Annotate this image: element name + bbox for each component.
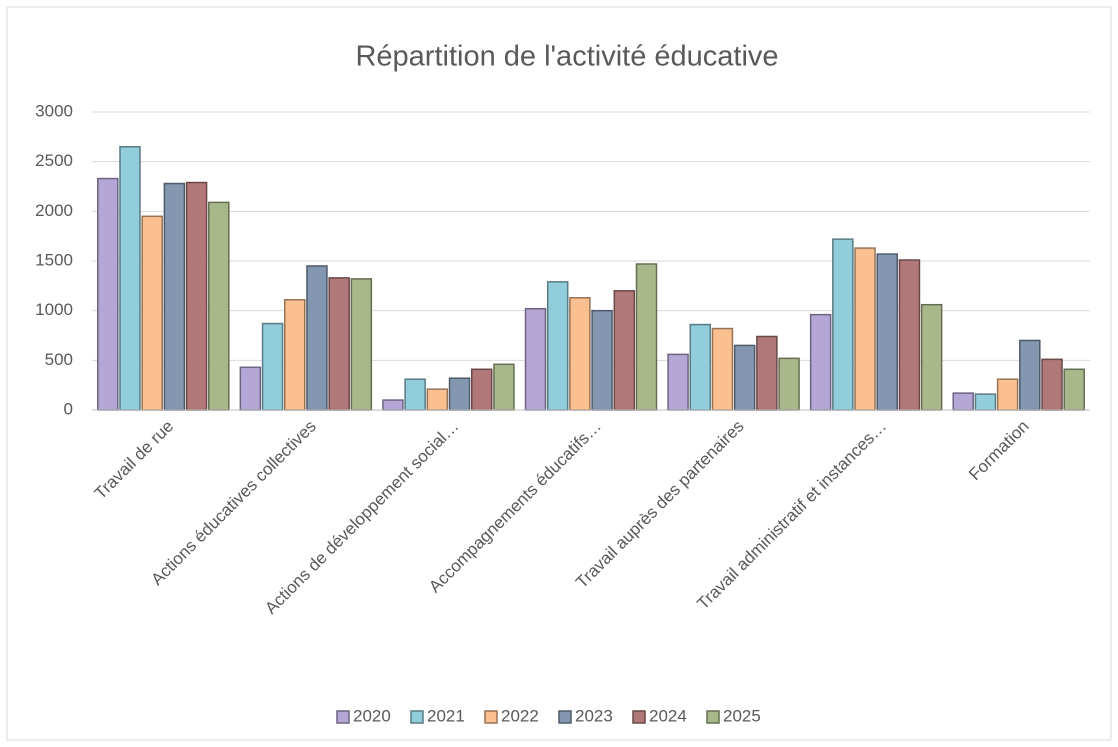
y-tick-label: 0	[64, 399, 73, 418]
bar	[809, 313, 832, 411]
bar	[733, 344, 756, 411]
bar	[974, 393, 997, 411]
bar	[328, 277, 350, 411]
bar	[996, 378, 1019, 411]
y-tick-label: 2000	[35, 201, 73, 220]
bar	[208, 201, 230, 411]
bar	[876, 253, 898, 411]
bar	[711, 327, 734, 411]
chart-title: Répartition de l'activité éducative	[355, 41, 778, 73]
bar	[1041, 358, 1063, 411]
legend-swatch	[484, 710, 498, 724]
y-tick-label: 1500	[35, 250, 73, 269]
y-tick-label: 3000	[35, 101, 73, 120]
bar	[1063, 368, 1085, 411]
bar	[350, 278, 373, 411]
bar	[898, 259, 921, 411]
bar	[382, 399, 404, 411]
bar	[756, 335, 778, 411]
legend-label: 2020	[353, 706, 391, 725]
y-tick-label: 2500	[35, 151, 73, 170]
bar	[493, 363, 515, 411]
legend-label: 2022	[501, 706, 539, 725]
bar	[404, 378, 426, 411]
bar	[97, 177, 119, 411]
bar	[952, 392, 974, 411]
legend-label: 2024	[649, 706, 687, 725]
bar	[778, 357, 800, 411]
legend-label: 2025	[723, 706, 761, 725]
bar	[569, 297, 591, 411]
legend-swatch	[410, 710, 424, 724]
bar	[689, 323, 712, 411]
bar	[1019, 339, 1041, 411]
bar	[635, 263, 658, 411]
legend-label: 2021	[427, 706, 465, 725]
legend-swatch	[558, 710, 572, 724]
bar	[667, 353, 689, 411]
bar	[546, 281, 569, 411]
bar	[448, 377, 471, 411]
legend-swatch	[632, 710, 646, 724]
bar	[306, 265, 328, 411]
bar	[470, 368, 493, 411]
y-tick-label: 1000	[35, 300, 73, 319]
y-tick-label: 500	[45, 350, 73, 369]
bar	[284, 298, 306, 411]
legend-swatch	[336, 710, 350, 724]
bar	[613, 290, 636, 411]
bar	[854, 247, 876, 411]
bar	[920, 303, 943, 411]
legend-label: 2023	[575, 706, 613, 725]
bar	[591, 309, 613, 411]
bar	[239, 366, 262, 411]
bar	[832, 238, 854, 411]
legend-swatch	[706, 710, 720, 724]
bar	[119, 146, 141, 411]
bar	[524, 307, 547, 411]
bar	[163, 182, 186, 411]
bar	[141, 215, 163, 411]
bar	[261, 322, 284, 411]
bar	[185, 181, 208, 411]
bar	[426, 388, 449, 411]
